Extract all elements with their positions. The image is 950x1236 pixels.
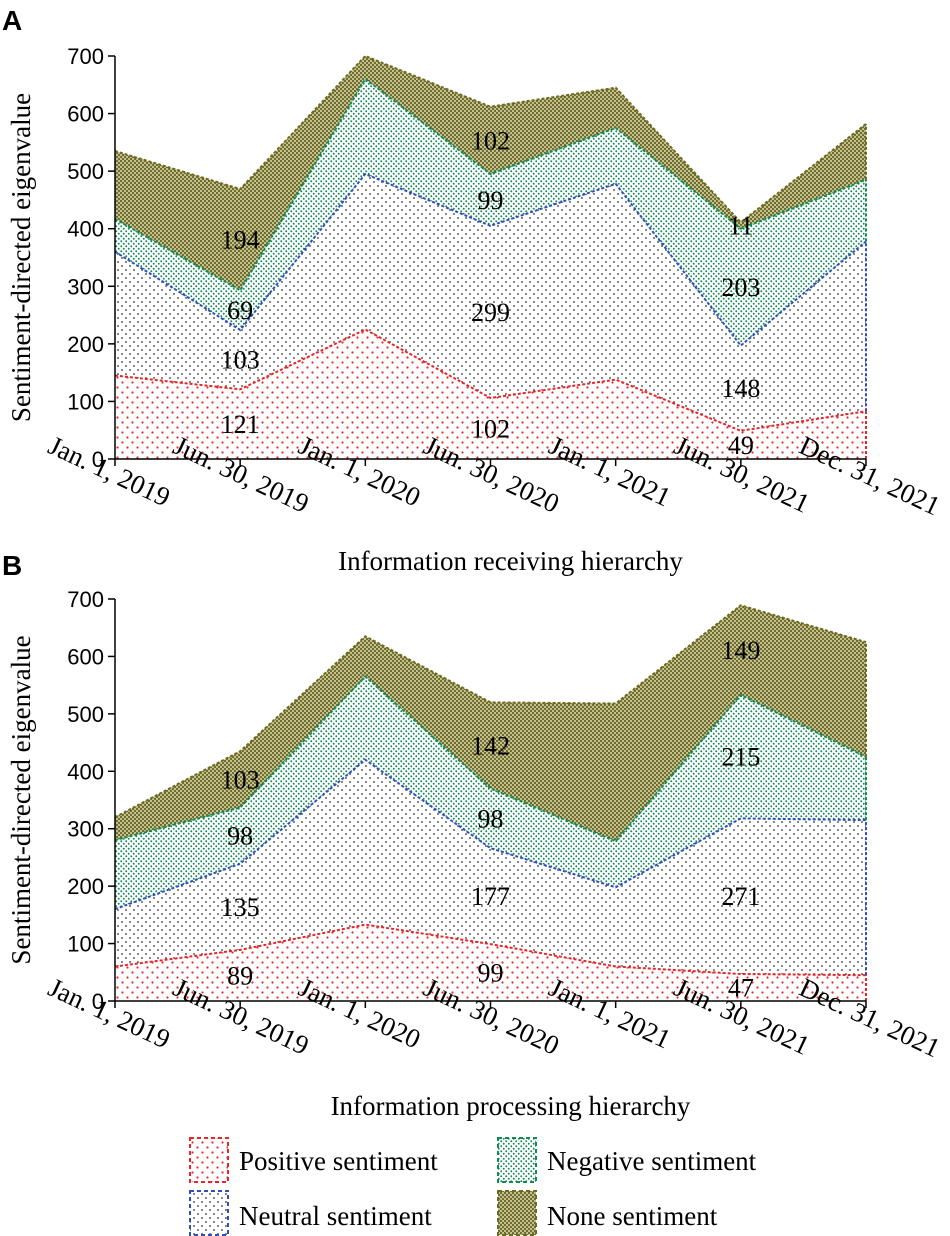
data-label-negative: 98 [478,804,504,833]
y-tick-label: 700 [67,44,104,69]
data-label-negative: 203 [721,273,760,302]
y-tick-label: 300 [67,274,104,299]
legend-swatch-neutral [189,1190,229,1236]
series-line-none [114,604,867,819]
y-tick-label: 100 [67,389,104,414]
legend-item-neutral: Neutral sentiment [189,1190,432,1236]
area-negative [115,676,866,910]
y-tick-label: 600 [67,644,104,669]
data-label-neutral: 103 [221,346,260,375]
y-tick-label: 0 [92,447,104,472]
data-label-negative: 98 [227,822,253,851]
area-negative [115,79,866,346]
legend-swatch-positive [189,1137,229,1183]
x-tick-label: Dec. 31, 2021 [795,430,945,521]
y-tick-label: 500 [67,159,104,184]
area-neutral [115,174,866,431]
legend-item-positive: Positive sentiment [189,1137,438,1183]
data-label-neutral: 148 [721,374,760,403]
y-tick-label: 100 [67,932,104,957]
data-label-none: 142 [471,731,510,760]
y-tick-label: 600 [67,102,104,127]
legend-swatch-negative [497,1137,537,1183]
series-line-none [114,54,867,224]
data-label-neutral: 177 [471,882,510,911]
legend-label-none: None sentiment [547,1201,718,1231]
legend-swatch-none [497,1190,537,1236]
data-label-none: 11 [728,212,753,241]
panel-letter: A [2,5,22,36]
y-tick-label: 400 [67,217,104,242]
data-label-neutral: 271 [721,882,760,911]
y-axis-title: Sentiment-directed eigenvalue [6,635,36,964]
data-label-positive: 102 [471,414,510,443]
data-label-neutral: 135 [221,893,260,922]
y-axis-title: Sentiment-directed eigenvalue [6,93,36,422]
x-axis-title: Information receiving hierarchy [338,546,683,576]
area-none [115,605,866,842]
data-label-positive: 89 [227,961,253,990]
area-neutral [115,759,866,976]
y-tick-label: 700 [67,587,104,612]
series-line-positive [114,328,867,432]
series-line-neutral [114,172,867,348]
series-line-negative [114,675,867,843]
data-label-positive: 99 [478,959,504,988]
legend-item-negative: Negative sentiment [497,1137,757,1183]
data-label-negative: 99 [478,186,504,215]
data-label-none: 194 [221,226,260,255]
y-tick-label: 400 [67,759,104,784]
data-label-neutral: 299 [471,298,510,327]
data-label-negative: 215 [721,743,760,772]
y-tick-label: 200 [67,332,104,357]
series-line-positive [114,923,867,977]
data-label-positive: 47 [728,974,754,1003]
area-positive [115,924,866,1001]
legend-label-negative: Negative sentiment [547,1146,757,1176]
data-label-negative: 69 [227,296,253,325]
y-tick-label: 200 [67,874,104,899]
data-label-none: 149 [721,636,760,665]
legend-item-none: None sentiment [497,1190,718,1236]
data-label-positive: 49 [728,431,754,460]
legend: Positive sentiment Negative sentiment Ne… [189,1137,757,1236]
x-tick-label: Dec. 31, 2021 [795,972,945,1063]
x-axis-title: Information processing hierarchy [331,1091,691,1121]
data-label-none: 103 [221,765,260,794]
legend-label-neutral: Neutral sentiment [239,1201,432,1231]
y-tick-label: 300 [67,817,104,842]
data-label-positive: 121 [221,410,260,439]
legend-label-positive: Positive sentiment [239,1146,438,1176]
data-label-none: 102 [471,126,510,155]
panel-letter: B [2,550,22,581]
y-tick-label: 0 [92,989,104,1014]
area-positive [115,329,866,459]
y-tick-label: 500 [67,702,104,727]
series-line-negative [114,77,867,292]
